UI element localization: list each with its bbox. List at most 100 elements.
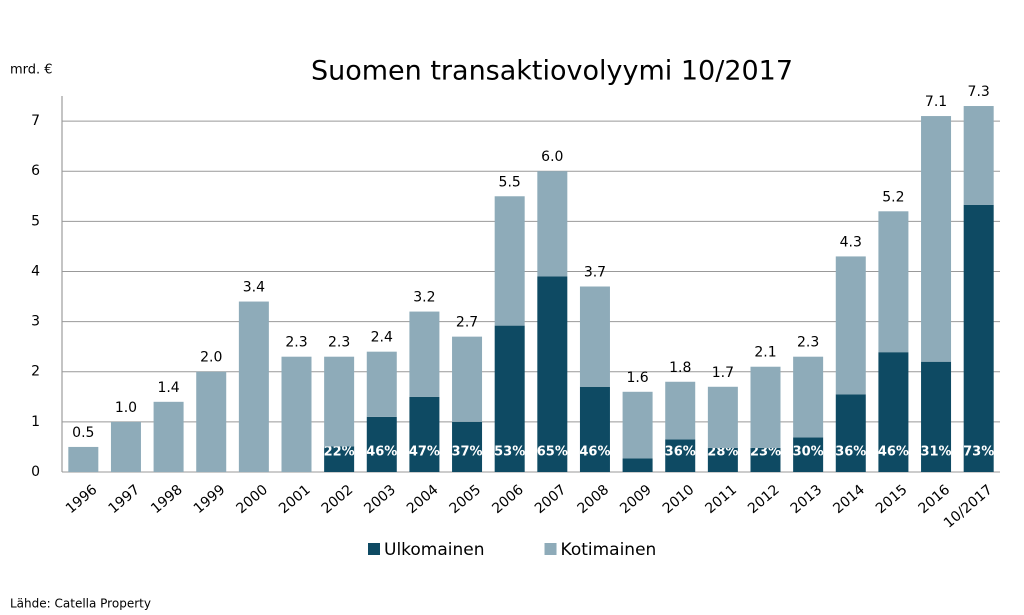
total-label: 2.3: [328, 335, 350, 351]
bar-segment: [707, 447, 738, 472]
chart-title: Suomen transaktiovolyymi 10/2017: [311, 56, 793, 87]
total-label: 7.3: [968, 84, 990, 100]
bar-segment: [452, 421, 483, 472]
y-tick-label: 7: [31, 113, 40, 129]
total-label: 2.7: [456, 315, 478, 331]
bar-segment: [537, 276, 568, 472]
x-tick-label: 2016: [916, 482, 954, 517]
x-tick-label: 2012: [745, 482, 783, 517]
bar-segment: [665, 381, 696, 440]
total-label: 0.5: [72, 425, 94, 441]
total-label: 3.2: [413, 290, 435, 306]
total-label: 2.0: [200, 350, 222, 366]
bar-segment: [750, 366, 781, 448]
bar-segment: [110, 421, 141, 472]
share-label: 28%: [707, 445, 738, 460]
bar-segment: [494, 196, 525, 326]
x-tick-label: 2015: [873, 482, 911, 517]
share-label: 73%: [963, 445, 994, 460]
bar-segment: [579, 286, 610, 387]
x-tick-label: 2000: [233, 482, 271, 517]
share-label: 37%: [451, 445, 482, 460]
bar-segment: [707, 386, 738, 448]
share-label: 46%: [579, 445, 610, 460]
y-tick-label: 0: [31, 464, 40, 480]
bar-segment: [366, 416, 397, 472]
x-tick-label: 1996: [63, 482, 101, 517]
total-label: 2.4: [371, 330, 393, 346]
y-tick-label: 6: [31, 163, 40, 179]
share-label: 46%: [878, 445, 909, 460]
y-tick-label: 4: [31, 263, 40, 279]
total-label: 3.4: [243, 280, 265, 296]
bar-segment: [238, 301, 269, 472]
bar-segment: [793, 437, 824, 472]
y-tick-label: 5: [31, 213, 40, 229]
bar-segment: [878, 211, 909, 353]
bar-segment: [366, 351, 397, 417]
bar-segment: [324, 356, 355, 447]
bar-segment: [452, 336, 483, 422]
legend-label: Ulkomainen: [384, 540, 485, 560]
share-label: 30%: [793, 445, 824, 460]
bar-segment: [835, 256, 866, 395]
x-tick-label: 2011: [702, 482, 740, 517]
x-tick-label: 2004: [404, 482, 442, 517]
bar-segment: [153, 401, 184, 472]
share-label: 53%: [494, 445, 525, 460]
share-label: 22%: [324, 445, 355, 460]
x-tick-label: 1999: [191, 482, 229, 517]
x-tick-label: 2009: [617, 482, 655, 517]
share-label: 36%: [835, 445, 866, 460]
total-label: 5.5: [499, 174, 521, 190]
x-tick-label: 2003: [361, 482, 399, 517]
bar-segment: [878, 352, 909, 472]
legend-swatch: [368, 543, 380, 555]
total-label: 1.6: [626, 370, 648, 386]
x-tick-label: 2002: [319, 482, 357, 517]
total-label: 1.0: [115, 400, 137, 416]
bar-segment: [921, 361, 952, 472]
bar-segment: [579, 386, 610, 472]
total-label: 2.1: [754, 345, 776, 361]
y-tick-label: 2: [31, 364, 40, 380]
share-label: 36%: [665, 445, 696, 460]
total-label: 2.3: [285, 335, 307, 351]
bar-segment: [750, 447, 781, 472]
total-label: 6.0: [541, 149, 563, 165]
share-label: 46%: [366, 445, 397, 460]
share-label: 47%: [409, 445, 440, 460]
bar-segment: [324, 446, 355, 472]
total-label: 4.3: [840, 234, 862, 250]
bar-segment: [963, 106, 994, 205]
bar-segment: [537, 171, 568, 277]
bar-segment: [68, 446, 99, 472]
bar-segment: [835, 394, 866, 472]
total-label: 1.7: [712, 365, 734, 381]
total-label: 5.2: [882, 189, 904, 205]
bar-segment: [409, 311, 440, 397]
total-label: 2.3: [797, 335, 819, 351]
x-tick-label: 2005: [447, 482, 485, 517]
bar-segment: [494, 325, 525, 472]
x-tick-label: 2007: [532, 482, 570, 517]
bar-segment: [622, 458, 653, 472]
legend-swatch: [544, 543, 557, 555]
bar-segment: [281, 356, 312, 472]
y-axis-label: mrd. €: [10, 63, 53, 78]
y-tick-label: 3: [31, 314, 40, 330]
bar-segment: [665, 439, 696, 472]
total-label: 1.8: [669, 360, 691, 376]
x-tick-label: 2001: [276, 482, 314, 517]
bar-segment: [963, 204, 994, 472]
total-label: 3.7: [584, 265, 606, 281]
x-tick-label: 2013: [788, 482, 826, 517]
y-tick-label: 1: [31, 414, 40, 430]
share-label: 23%: [750, 445, 781, 460]
bar-segment: [793, 356, 824, 438]
x-tick-label: 2010: [660, 482, 698, 517]
x-tick-label: 2006: [489, 482, 527, 517]
x-tick-label: 10/2017: [941, 482, 996, 532]
x-tick-label: 1997: [106, 482, 144, 517]
